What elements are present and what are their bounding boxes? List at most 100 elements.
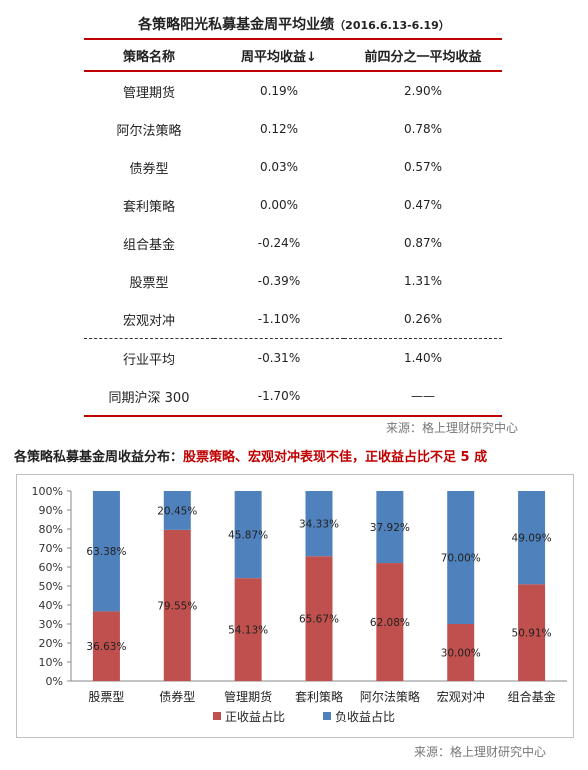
chart-title-highlight: 股票策略、宏观对冲表现不佳，正收益占比不足 5 成 — [183, 450, 488, 465]
data-label-positive: 50.91% — [512, 628, 552, 640]
data-label-negative: 45.87% — [228, 530, 268, 542]
data-label-positive: 30.00% — [441, 648, 481, 660]
bar-negative — [234, 491, 262, 579]
table-title-period: （2016.6.13-6.19） — [334, 19, 450, 32]
y-tick-label: 100% — [32, 485, 63, 498]
row-weekly: -0.31% — [214, 338, 344, 377]
chart-title-prefix: 各策略私募基金周收益分布： — [14, 450, 184, 465]
row-weekly: -1.10% — [257, 312, 301, 326]
table-row: 套利策略 0.00% 0.47% — [84, 186, 502, 224]
sort-down-arrow-icon: ↓ — [306, 49, 317, 65]
bar-negative — [163, 491, 191, 530]
table-row: 管理期货 0.19% 2.90% — [84, 71, 502, 110]
chart-title: 各策略私募基金周收益分布：股票策略、宏观对冲表现不佳，正收益占比不足 5 成 — [14, 446, 574, 465]
data-label-positive: 79.55% — [157, 600, 197, 612]
row-name: 宏观对冲 — [122, 313, 175, 329]
y-tick-label: 60% — [39, 561, 63, 574]
bar-positive — [376, 563, 404, 681]
header-strategy-name: 策略名称 — [84, 38, 214, 72]
data-label-negative: 37.92% — [370, 522, 410, 534]
x-tick-label: 阿尔法策略 — [360, 689, 420, 704]
y-tick-label: 30% — [39, 618, 63, 631]
bar-positive — [447, 624, 475, 681]
bar-positive — [92, 611, 120, 681]
row-top-quartile: 0.78% — [403, 122, 443, 136]
row-top-quartile: 0.87% — [403, 236, 443, 250]
row-name: 股票型 — [129, 275, 169, 291]
y-tick-label: 90% — [39, 504, 63, 517]
table-title-text: 各策略阳光私募基金周平均业绩 — [138, 17, 335, 33]
legend-label-positive: 正收益占比 — [225, 709, 285, 724]
bar-positive — [305, 556, 333, 681]
performance-table: 策略名称 周平均收益↓ 前四分之一平均收益 管理期货 0.19% 2.90% 阿尔法… — [84, 38, 502, 417]
stacked-bar-chart: 0% 10% 20% 30% 40% 50% 60% 70% 80% 90% 100% 36.63% 6… — [32, 485, 567, 724]
data-label-positive: 54.13% — [228, 625, 268, 637]
chart-source: 来源：格上理财研究中心 — [414, 745, 547, 759]
row-top-quartile: 1.40% — [344, 338, 502, 377]
row-name: 组合基金 — [122, 237, 175, 253]
bar-negative — [92, 490, 120, 612]
x-tick-label: 宏观对冲 — [437, 689, 485, 704]
y-tick-label: 80% — [39, 523, 63, 536]
x-tick-label: 股票型 — [88, 690, 124, 704]
bar-negative — [305, 491, 333, 557]
chart-frame: 0% 10% 20% 30% 40% 50% 60% 70% 80% 90% 100% 36.63% 6… — [16, 474, 574, 738]
table-row: 债券型 0.03% 0.57% — [84, 148, 502, 186]
y-tick-label: 40% — [39, 599, 63, 612]
row-top-quartile: 0.57% — [403, 160, 443, 174]
row-name: 管理期货 — [122, 85, 175, 101]
x-tick-label: 管理期货 — [224, 689, 272, 704]
row-top-quartile: —— — [344, 377, 502, 417]
table-source: 来源：格上理财研究中心 — [386, 421, 519, 435]
y-tick-label: 10% — [39, 656, 63, 669]
data-label-negative: 63.38% — [86, 546, 126, 558]
row-weekly: 0.00% — [259, 198, 299, 212]
row-weekly: 0.19% — [259, 84, 299, 98]
row-weekly: -0.39% — [257, 274, 301, 288]
bar-negative — [518, 491, 546, 585]
data-label-negative: 34.33% — [299, 519, 339, 531]
table-row: 宏观对冲 -1.10% 0.26% — [84, 300, 502, 339]
table-header-row: 策略名称 周平均收益↓ 前四分之一平均收益 — [84, 38, 502, 72]
table-row: 行业平均 -0.31% 1.40% — [84, 338, 502, 377]
row-name: 阿尔法策略 — [116, 123, 182, 139]
bar-negative — [447, 491, 475, 624]
table-row: 股票型 -0.39% 1.31% — [84, 262, 502, 300]
data-label-positive: 62.08% — [370, 617, 410, 629]
row-name: 债券型 — [129, 161, 169, 177]
row-top-quartile: 0.26% — [403, 312, 443, 326]
data-label-negative: 20.45% — [157, 505, 197, 517]
row-weekly: 0.03% — [259, 160, 299, 174]
row-name: 行业平均 — [84, 338, 214, 377]
data-label-negative: 70.00% — [441, 553, 481, 565]
table-row: 组合基金 -0.24% 0.87% — [84, 224, 502, 262]
legend-label-negative: 负收益占比 — [335, 709, 395, 724]
table-title: 各策略阳光私募基金周平均业绩（2016.6.13-6.19） — [0, 14, 588, 34]
row-weekly: 0.12% — [259, 122, 299, 136]
row-name: 同期沪深 300 — [84, 377, 214, 417]
data-label-positive: 36.63% — [86, 641, 126, 653]
y-tick-label: 70% — [39, 542, 63, 555]
bar-positive — [234, 578, 262, 681]
row-weekly: -1.70% — [214, 377, 344, 417]
y-tick-label: 0% — [46, 675, 63, 688]
table-row: 阿尔法策略 0.12% 0.78% — [84, 110, 502, 148]
data-label-positive: 65.67% — [299, 614, 339, 626]
row-top-quartile: 2.90% — [403, 84, 443, 98]
bar-positive — [518, 584, 546, 681]
x-tick-label: 套利策略 — [295, 689, 343, 704]
row-weekly: -0.24% — [257, 236, 301, 250]
bar-negative — [376, 491, 404, 564]
data-label-negative: 49.09% — [512, 533, 552, 545]
row-top-quartile: 1.31% — [403, 274, 443, 288]
row-top-quartile: 0.47% — [403, 198, 443, 212]
header-weekly-return[interactable]: 周平均收益↓ — [214, 38, 344, 72]
bar-positive — [163, 529, 191, 681]
y-tick-label: 50% — [39, 580, 63, 593]
legend-swatch-positive — [213, 712, 221, 720]
header-weekly-return-label: 周平均收益 — [241, 49, 307, 65]
x-tick-label: 债券型 — [159, 689, 195, 704]
legend-swatch-negative — [323, 712, 331, 720]
row-name: 套利策略 — [122, 199, 175, 215]
x-tick-label: 组合基金 — [508, 689, 556, 704]
